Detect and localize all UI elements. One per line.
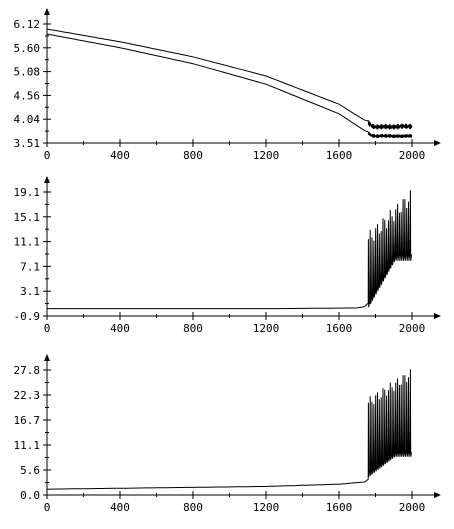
y-axis-arrow-icon	[44, 8, 50, 15]
y-tick-label: 5.6	[20, 464, 40, 477]
x-tick-label: 800	[183, 322, 203, 335]
x-axis-arrow-icon	[434, 313, 441, 319]
y-tick-label: 11.1	[14, 236, 41, 249]
y-tick-label: 15.1	[14, 211, 41, 224]
series-line-1	[47, 190, 413, 310]
x-tick-label: 2000	[399, 149, 426, 162]
x-tick-label: 0	[44, 501, 51, 514]
y-tick-label: 4.04	[14, 113, 41, 126]
x-tick-label: 1200	[253, 501, 280, 514]
x-tick-label: 2000	[399, 501, 426, 514]
x-tick-label: 800	[183, 501, 203, 514]
y-tick-label: 19.1	[14, 186, 41, 199]
x-tick-label: 0	[44, 149, 51, 162]
series-line-2	[46, 33, 413, 139]
x-tick-label: 800	[183, 149, 203, 162]
x-tick-label: 2000	[399, 322, 426, 335]
chart-panel-3: 0 400 800 1200 1600 2000 27.8 22.3 16.7 11.1 5.6 0.…	[14, 354, 441, 514]
x-tick-label: 400	[110, 501, 130, 514]
y-tick-label: 22.3	[14, 389, 41, 402]
x-tick-label: 1200	[253, 322, 280, 335]
chart-panel-1: 0 400 800 1200 1600 2000 6.12 5.60 5.08 4.56 4.04 3…	[14, 8, 441, 162]
x-tick-label: 1600	[326, 322, 353, 335]
y-tick-label: 6.12	[14, 18, 41, 31]
y-tick-label: -0.9	[14, 310, 41, 323]
x-tick-label: 400	[110, 322, 130, 335]
x-tick-label: 1200	[253, 149, 280, 162]
y-tick-label: 4.56	[14, 89, 41, 102]
x-tick-label: 1600	[326, 149, 353, 162]
x-axis-arrow-icon	[434, 492, 441, 498]
y-tick-label: 5.60	[14, 42, 41, 55]
y-tick-label: 5.08	[14, 66, 41, 79]
x-tick-label: 0	[44, 322, 51, 335]
series-line-1	[46, 28, 413, 130]
y-tick-label: 7.1	[20, 260, 40, 273]
y-tick-label: 11.1	[14, 439, 41, 452]
y-tick-label: 3.1	[20, 285, 40, 298]
x-tick-label: 1600	[326, 501, 353, 514]
x-axis-arrow-icon	[434, 140, 441, 146]
y-tick-label: 0.0	[20, 489, 40, 502]
y-axis-arrow-icon	[44, 354, 50, 361]
y-tick-label: 27.8	[14, 364, 41, 377]
chart-panel-2: 0 400 800 1200 1600 2000 19.1 15.1 11.1 7.1 3.1 -0.…	[14, 176, 441, 335]
x-tick-label: 400	[110, 149, 130, 162]
y-tick-label: 3.51	[14, 137, 41, 150]
y-axis-arrow-icon	[44, 176, 50, 183]
y-tick-label: 16.7	[14, 414, 41, 427]
series-line-1	[46, 369, 413, 490]
